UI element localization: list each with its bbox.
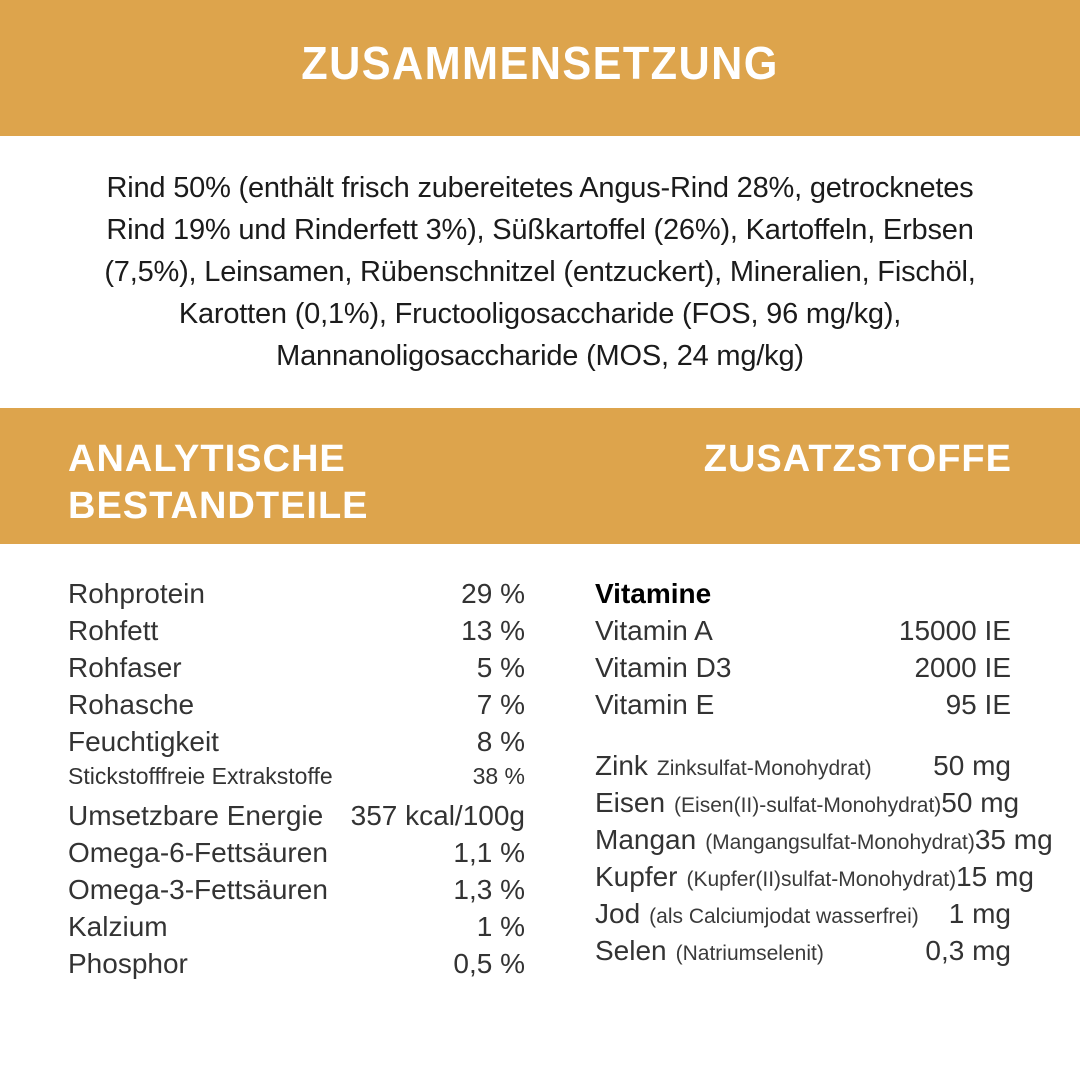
row-label: Umsetzbare Energie bbox=[68, 800, 324, 831]
analytical-components-title: ANALYTISCHE BESTANDTEILE bbox=[68, 436, 369, 530]
row-label: Kalzium bbox=[68, 911, 168, 942]
table-row: Phosphor 0,5 % bbox=[68, 948, 525, 985]
row-value: 1,1 % bbox=[453, 837, 525, 868]
additives-title: ZUSATZSTOFFE bbox=[703, 438, 1012, 480]
composition-text: Rind 50% (enthält frisch zubereitetes An… bbox=[104, 172, 976, 372]
row-value: 1,3 % bbox=[453, 874, 525, 905]
row-note: (Mangangsulfat-Monohydrat) bbox=[705, 831, 975, 854]
row-value: 0,3 mg bbox=[925, 935, 1011, 966]
row-value: 35 mg bbox=[974, 824, 1053, 855]
table-row: Eisen (Eisen(II)-sulfat-Monohydrat) 50 m… bbox=[595, 787, 1019, 824]
table-row: Jod (als Calciumjodat wasserfrei) 1 mg bbox=[595, 898, 1011, 935]
additives-table: Vitamine Vitamin A 15000 IE Vitamin D3 2… bbox=[595, 578, 1053, 985]
row-value: 7 % bbox=[476, 689, 525, 720]
row-label: Stickstofffreie Extrakstoffe bbox=[68, 763, 333, 789]
row-value: 357 kcal/100g bbox=[350, 800, 525, 831]
table-row: Omega-6-Fettsäuren 1,1 % bbox=[68, 837, 525, 874]
table-row: Mangan (Mangangsulfat-Monohydrat) 35 mg bbox=[595, 824, 1053, 861]
analytical-table: Rohprotein 29 % Rohfett 13 % Rohfaser 5 … bbox=[68, 578, 525, 985]
row-label: Omega-6-Fettsäuren bbox=[68, 837, 328, 868]
row-note: (Eisen(II)-sulfat-Monohydrat) bbox=[674, 794, 942, 817]
table-row: Stickstofffreie Extrakstoffe 38 % bbox=[68, 763, 525, 800]
row-value: 50 mg bbox=[933, 750, 1011, 781]
row-label: Selen bbox=[595, 935, 667, 966]
table-row: Rohprotein 29 % bbox=[68, 578, 525, 615]
row-label: Vitamin D3 bbox=[595, 652, 732, 683]
composition-header-band: ZUSAMMENSETZUNG bbox=[0, 0, 1080, 136]
row-value: 38 % bbox=[472, 763, 525, 789]
row-label: Jod bbox=[595, 898, 641, 929]
row-value: 2000 IE bbox=[914, 652, 1011, 683]
section-heading-band: ANALYTISCHE BESTANDTEILE ZUSATZSTOFFE bbox=[0, 408, 1080, 544]
row-value: 1 % bbox=[476, 911, 525, 942]
row-label: Zink bbox=[595, 750, 648, 781]
table-row: Vitamin D3 2000 IE bbox=[595, 652, 1011, 689]
row-note: (Natriumselenit) bbox=[675, 942, 824, 965]
row-label: Omega-3-Fettsäuren bbox=[68, 874, 328, 905]
row-label: Vitamin E bbox=[595, 689, 715, 720]
minerals-section: Zink Zinksulfat-Monohydrat) 50 mg Eisen … bbox=[595, 750, 1053, 972]
row-value: 5 % bbox=[476, 652, 525, 683]
table-row: Kalzium 1 % bbox=[68, 911, 525, 948]
row-note: Zinksulfat-Monohydrat) bbox=[656, 757, 872, 780]
table-row: Vitamin A 15000 IE bbox=[595, 615, 1011, 652]
table-row: Rohfett 13 % bbox=[68, 615, 525, 652]
vitamins-section-header: Vitamine bbox=[595, 578, 1011, 615]
composition-title: ZUSAMMENSETZUNG bbox=[301, 37, 779, 89]
table-row: Rohasche 7 % bbox=[68, 689, 525, 726]
row-label: Eisen bbox=[595, 787, 666, 818]
table-row: Omega-3-Fettsäuren 1,3 % bbox=[68, 874, 525, 911]
row-value: 29 % bbox=[461, 578, 525, 609]
row-value: 0,5 % bbox=[453, 948, 525, 979]
row-label: Mangan bbox=[595, 824, 697, 855]
row-value: 13 % bbox=[461, 615, 525, 646]
table-row: Rohfaser 5 % bbox=[68, 652, 525, 689]
row-label: Rohasche bbox=[68, 689, 195, 720]
vitamins-header-label: Vitamine bbox=[595, 578, 712, 609]
row-note: (Kupfer(II)sulfat-Monohydrat) bbox=[686, 868, 957, 891]
row-label: Feuchtigkeit bbox=[68, 726, 219, 757]
row-value: 50 mg bbox=[941, 787, 1020, 818]
composition-section: Rind 50% (enthält frisch zubereitetes An… bbox=[0, 136, 1080, 408]
row-label: Kupfer bbox=[595, 861, 678, 892]
row-note: (als Calciumjodat wasserfrei) bbox=[649, 905, 919, 928]
row-value: 1 mg bbox=[948, 898, 1011, 929]
row-label: Rohfett bbox=[68, 615, 159, 646]
table-row: Feuchtigkeit 8 % bbox=[68, 726, 525, 763]
row-label: Rohfaser bbox=[68, 652, 182, 683]
row-value: 15000 IE bbox=[898, 615, 1011, 646]
nutrition-columns: Rohprotein 29 % Rohfett 13 % Rohfaser 5 … bbox=[0, 544, 1080, 985]
row-label: Rohprotein bbox=[68, 578, 205, 609]
row-label: Vitamin A bbox=[595, 615, 713, 646]
table-row: Vitamin E 95 IE bbox=[595, 689, 1011, 726]
table-row: Umsetzbare Energie 357 kcal/100g bbox=[68, 800, 525, 837]
analytical-title-line1: ANALYTISCHE bbox=[68, 438, 346, 480]
row-value: 8 % bbox=[476, 726, 525, 757]
table-row: Zink Zinksulfat-Monohydrat) 50 mg bbox=[595, 750, 1011, 787]
row-label: Phosphor bbox=[68, 948, 188, 979]
row-value: 95 IE bbox=[945, 689, 1011, 720]
table-row: Kupfer (Kupfer(II)sulfat-Monohydrat) 15 … bbox=[595, 861, 1034, 898]
row-value: 15 mg bbox=[956, 861, 1034, 892]
analytical-title-line2: BESTANDTEILE bbox=[68, 485, 369, 527]
table-row: Selen (Natriumselenit) 0,3 mg bbox=[595, 935, 1011, 972]
